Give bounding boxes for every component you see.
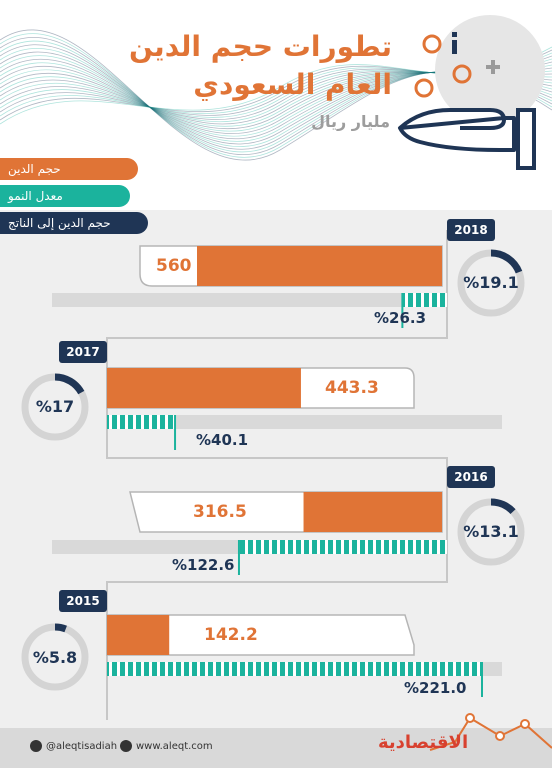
debt-bar [107, 368, 301, 408]
growth-bar [238, 540, 447, 554]
legend-growth: معدل النمو [0, 185, 130, 207]
footer-twitter[interactable]: @aleqtisadiah [46, 741, 118, 752]
hand-icon [398, 108, 516, 152]
ratio-label-2016: %13.1 [463, 522, 519, 541]
growth-label-2015: %221.0 [404, 679, 467, 697]
ratio-label-2018: %19.1 [463, 273, 519, 292]
debt-bar [197, 246, 442, 286]
debt-label-2015: 142.2 [204, 625, 258, 645]
ratio-ring-arc [54, 373, 85, 395]
growth-label-2018: %26.3 [374, 309, 427, 327]
growth-bar [402, 293, 447, 307]
legend-ratio: حجم الدين إلى الناتج [0, 212, 148, 234]
year-tag-2017: 2017 [59, 341, 107, 363]
growth-label-2016: %122.6 [172, 556, 235, 574]
connector-line [106, 230, 448, 720]
footer-trend-line [429, 713, 552, 751]
ratio-ring-arc [490, 249, 523, 274]
growth-bar [107, 415, 176, 429]
ratio-ring [457, 249, 525, 317]
debt-label-2018: 560 [156, 256, 192, 276]
coin-icon [422, 34, 442, 54]
year-tag-2015: 2015 [59, 590, 107, 612]
ratio-ring-arc [490, 498, 516, 515]
growth-label-2017: %40.1 [196, 431, 249, 449]
subtitle-units: مليار ريال [311, 112, 390, 131]
ratio-ring [21, 373, 89, 441]
ratio-ring-arc [54, 623, 67, 633]
ratio-ring [21, 623, 89, 691]
ratio-label-2015: %5.8 [32, 648, 78, 667]
ratio-label-2017: %17 [35, 397, 75, 416]
brand-logo: الاقتصادية [378, 732, 469, 753]
growth-bar [107, 662, 482, 676]
year-tag-2016: 2016 [447, 466, 495, 488]
debt-label-2017: 443.3 [325, 378, 379, 398]
ratio-ring [457, 498, 525, 566]
debt-bar [303, 492, 442, 532]
legend-debt: حجم الدين [0, 158, 138, 180]
growth-track [107, 415, 502, 429]
info-icon [452, 32, 457, 37]
debt-bar [107, 615, 170, 655]
web-icon [120, 740, 132, 752]
twitter-icon [30, 740, 42, 752]
hand-coins-icon [398, 15, 545, 170]
growth-track [52, 293, 447, 307]
title-line-2: العام السعودي [193, 68, 392, 101]
debt-label-2016: 316.5 [193, 502, 247, 522]
title-line-1: تطورات حجم الدين [128, 30, 392, 63]
footer-website[interactable]: www.aleqt.com [136, 741, 213, 752]
debt-chart [21, 230, 525, 720]
year-tag-2018: 2018 [447, 219, 495, 241]
